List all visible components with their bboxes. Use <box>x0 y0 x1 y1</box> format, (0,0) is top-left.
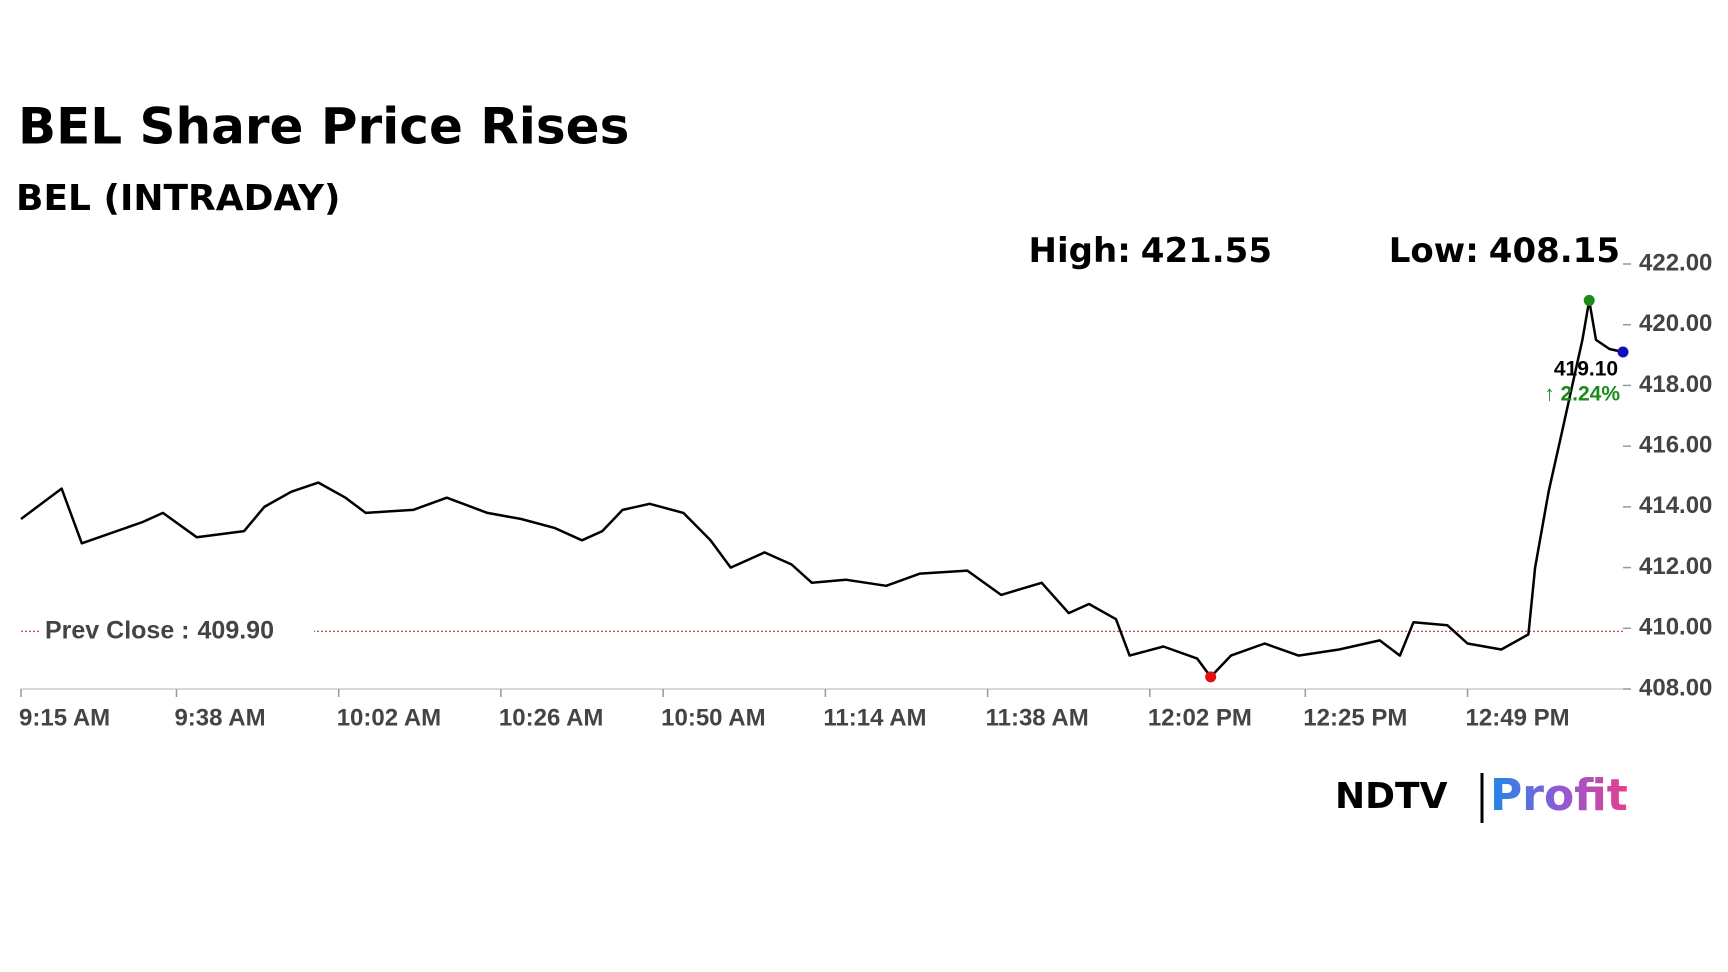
x-tick-label: 11:38 AM <box>986 704 1089 731</box>
x-tick-label: 12:49 PM <box>1466 704 1570 731</box>
prev-close-text: Prev Close : <box>45 616 190 644</box>
x-tick-label: 12:02 PM <box>1148 704 1252 731</box>
low-marker <box>1205 671 1217 683</box>
high-label: High: 421.55 <box>1029 231 1272 271</box>
chart-subtitle: BEL (INTRADAY) <box>16 178 340 219</box>
brand-profit: Profit <box>1490 770 1628 821</box>
y-tick-label: 418.00 <box>1639 371 1712 398</box>
prev-close-bg <box>39 613 314 650</box>
y-tick-label: 420.00 <box>1639 310 1712 337</box>
x-tick-label: 11:14 AM <box>823 704 926 731</box>
high-label: High: <box>1029 231 1131 271</box>
y-tick-label: 410.00 <box>1639 614 1712 641</box>
x-tick-label: 10:26 AM <box>499 704 603 731</box>
price-line <box>20 299 1624 679</box>
y-tick-label: 412.00 <box>1639 553 1712 580</box>
last-price: 419.10 <box>1554 358 1618 381</box>
y-tick-label: 422.00 <box>1639 249 1712 276</box>
low-value: 408.15 <box>1489 231 1620 271</box>
prev-close-label: Prev Close : 409.90 <box>45 616 274 644</box>
high-value: 421.55 <box>1141 231 1272 271</box>
low-label: Low: 408.15 <box>1389 231 1620 271</box>
y-tick-label: 408.00 <box>1639 674 1712 701</box>
change-pct: ↑ 2.24% <box>1544 383 1620 406</box>
y-tick-label: 416.00 <box>1639 431 1712 458</box>
brand-ndtv: NDTV <box>1335 776 1448 817</box>
x-tick-label: 9:15 AM <box>19 704 110 731</box>
x-tick-label: 10:02 AM <box>337 704 441 731</box>
x-tick-label: 10:50 AM <box>661 704 765 731</box>
high-marker <box>1583 294 1595 306</box>
chart-title: BEL Share Price Rises <box>18 98 629 156</box>
prev-close-value: 409.90 <box>198 616 274 644</box>
x-tick-label: 12:25 PM <box>1303 704 1407 731</box>
last-marker <box>1617 346 1629 358</box>
y-tick-label: 414.00 <box>1639 492 1712 519</box>
x-tick-label: 9:38 AM <box>174 704 265 731</box>
low-label: Low: <box>1389 231 1479 271</box>
